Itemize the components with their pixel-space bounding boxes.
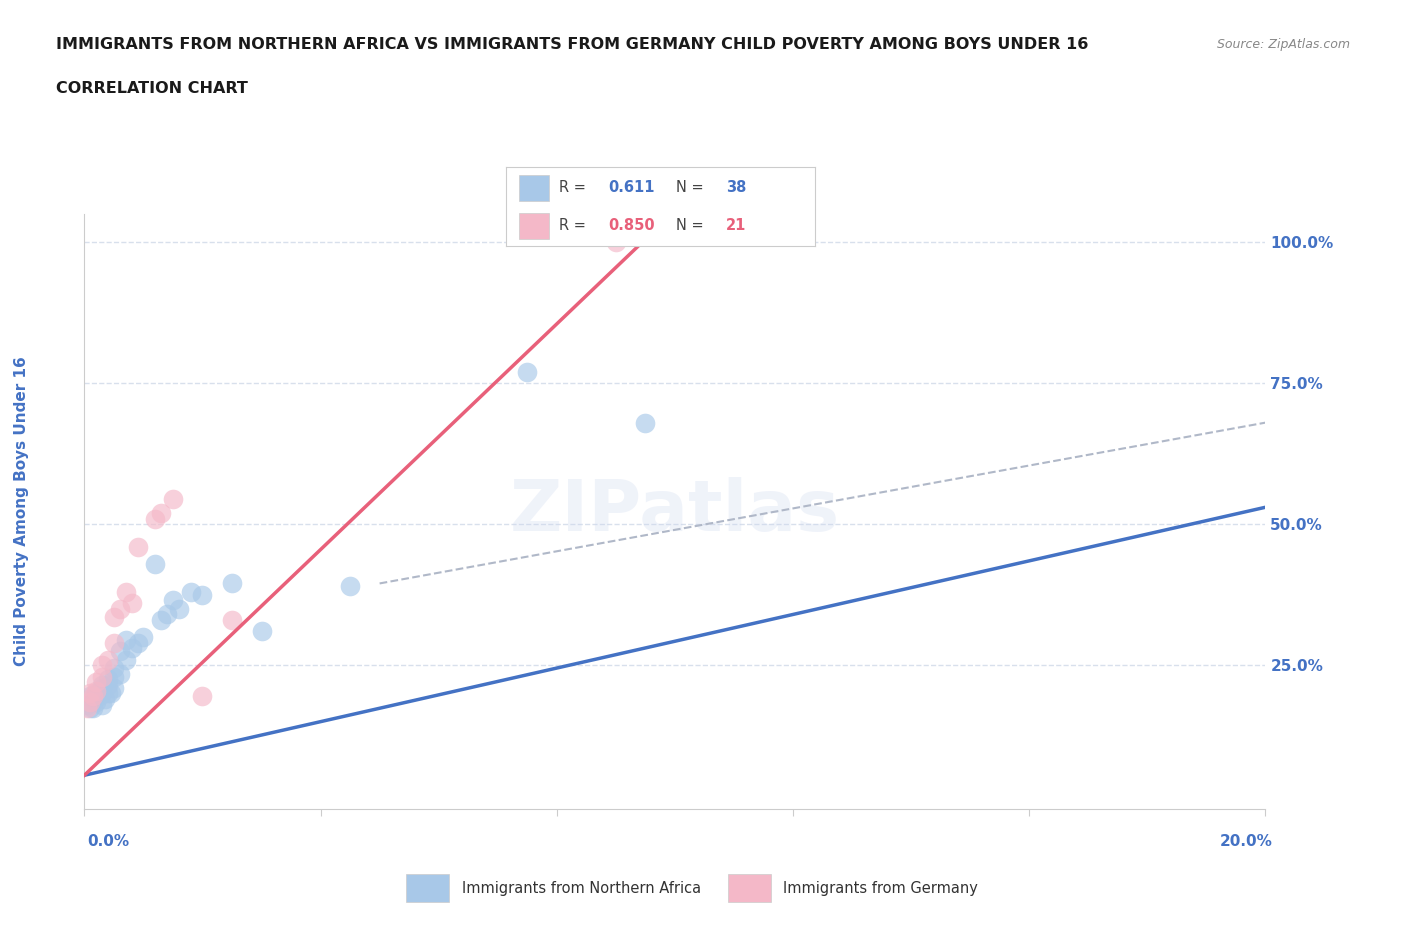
Point [516, 365, 538, 379]
Point [114, 584, 136, 599]
Point [180, 584, 202, 599]
Point [150, 613, 173, 628]
Point [108, 644, 131, 658]
Point [84, 695, 107, 710]
Point [339, 578, 361, 593]
Text: Immigrants from Northern Africa: Immigrants from Northern Africa [461, 881, 700, 896]
Bar [519, 213, 550, 239]
Point [97, 652, 120, 667]
Point [150, 506, 173, 521]
Point [100, 686, 122, 701]
Point [132, 630, 155, 644]
Point [91, 669, 114, 684]
Point [103, 669, 125, 684]
Point [167, 602, 190, 617]
Point [79, 686, 101, 701]
Text: N =: N = [676, 218, 704, 233]
Text: Immigrants from Germany: Immigrants from Germany [783, 881, 979, 896]
Point [91, 686, 114, 701]
Point [114, 652, 136, 667]
Point [143, 512, 166, 526]
Point [97, 686, 120, 701]
Point [250, 624, 273, 639]
Point [156, 607, 179, 622]
Point [82, 689, 104, 704]
Text: 20.0%: 20.0% [1219, 834, 1272, 849]
Text: N =: N = [676, 180, 704, 195]
Point [94, 692, 117, 707]
Point [221, 613, 243, 628]
Text: 0.850: 0.850 [609, 218, 655, 233]
Point [221, 576, 243, 591]
Point [143, 556, 166, 571]
Point [97, 678, 120, 693]
Text: IMMIGRANTS FROM NORTHERN AFRICA VS IMMIGRANTS FROM GERMANY CHILD POVERTY AMONG B: IMMIGRANTS FROM NORTHERN AFRICA VS IMMIG… [56, 37, 1088, 52]
Point [82, 700, 104, 715]
Point [191, 587, 214, 602]
Point [79, 689, 101, 704]
Text: 0.0%: 0.0% [87, 834, 129, 849]
Point [191, 689, 214, 704]
Bar [406, 874, 450, 902]
Point [84, 686, 107, 701]
Point [79, 695, 101, 710]
Point [91, 678, 114, 693]
Point [91, 658, 114, 672]
Point [114, 632, 136, 647]
Point [79, 700, 101, 715]
Point [91, 681, 114, 696]
Bar [519, 176, 550, 201]
Point [162, 593, 184, 608]
Text: R =: R = [558, 218, 586, 233]
Point [89, 689, 111, 704]
Text: R =: R = [558, 180, 586, 195]
Text: Child Poverty Among Boys Under 16: Child Poverty Among Boys Under 16 [14, 356, 28, 667]
Point [103, 635, 125, 650]
Point [127, 539, 149, 554]
Text: ZIPatlas: ZIPatlas [510, 477, 839, 546]
Point [84, 684, 107, 698]
Text: 0.611: 0.611 [609, 180, 655, 195]
Point [108, 602, 131, 617]
Point [121, 596, 143, 611]
Point [103, 610, 125, 625]
Point [121, 641, 143, 656]
Bar [728, 874, 770, 902]
Point [76, 700, 98, 715]
Point [162, 491, 184, 506]
Point [127, 635, 149, 650]
Point [97, 671, 120, 686]
Point [108, 666, 131, 681]
Point [76, 698, 98, 712]
Text: 38: 38 [725, 180, 747, 195]
Point [634, 415, 657, 430]
Point [91, 698, 114, 712]
Text: Source: ZipAtlas.com: Source: ZipAtlas.com [1216, 38, 1350, 51]
Text: 21: 21 [725, 218, 747, 233]
Point [84, 675, 107, 690]
Point [605, 234, 627, 249]
Point [103, 660, 125, 675]
Text: CORRELATION CHART: CORRELATION CHART [56, 81, 247, 96]
Point [103, 681, 125, 696]
